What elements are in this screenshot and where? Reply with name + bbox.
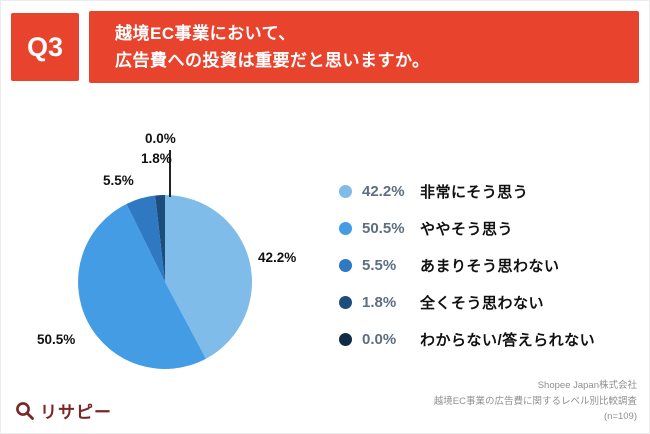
pie-slice-1 (78, 203, 206, 369)
legend-dot-icon (339, 296, 352, 309)
pie-slice-0 (165, 195, 252, 359)
source-attribution: Shopee Japan株式会社 越境EC事業の広告費に関するレベル別比較調査 … (434, 378, 637, 425)
legend-item-strongly-agree: 42.2% 非常にそう思う (339, 183, 595, 201)
pie-chart (78, 195, 252, 369)
pie-label-5-5-percent: 5.5% (103, 173, 134, 188)
legend-dot-icon (339, 185, 352, 198)
legend-percent: 42.2% (362, 183, 405, 200)
question-number-badge: Q3 (11, 13, 79, 81)
magnifier-icon (16, 401, 34, 420)
pie-slice-2 (126, 195, 165, 282)
legend-percent: 50.5% (362, 220, 405, 237)
question-title-box: 越境EC事業において、 広告費への投資は重要だと思いますか。 (89, 11, 639, 83)
source-line-sample-size: (n=109) (603, 411, 637, 423)
question-title-line2: 広告費への投資は重要だと思いますか。 (115, 51, 430, 70)
legend-item-somewhat-disagree: 5.5% あまりそう思わない (339, 257, 595, 275)
legend-label: わからない/答えられない (420, 332, 596, 349)
pie-label-0-percent: 0.0% (145, 131, 176, 146)
legend-dot-icon (339, 259, 352, 272)
pie-label-42-2-percent: 42.2% (258, 250, 297, 265)
source-line-survey: 越境EC事業の広告費に関するレベル別比較調査 (433, 395, 637, 407)
legend-label: あまりそう思わない (420, 258, 560, 275)
legend-item-dont-know: 0.0% わからない/答えられない (339, 331, 596, 349)
question-title-line1: 越境EC事業において、 (115, 23, 296, 43)
legend-label: 全くそう思わない (420, 295, 545, 312)
legend-item-somewhat-agree: 50.5% ややそう思う (339, 220, 595, 238)
legend-dot-icon (339, 222, 352, 235)
pie-label-1-8-percent: 1.8% (141, 151, 172, 166)
risapi-logo: リサピー (15, 398, 112, 423)
source-line-company: Shopee Japan株式会社 (537, 379, 637, 391)
legend-dot-icon (339, 333, 352, 346)
pie-slice-3 (155, 195, 165, 282)
legend-percent: 0.0% (362, 331, 397, 348)
legend-label: 非常にそう思う (420, 184, 529, 201)
legend-percent: 5.5% (362, 257, 397, 274)
legend-percent: 1.8% (362, 294, 397, 311)
legend-label: ややそう思う (420, 221, 514, 238)
legend-item-strongly-disagree: 1.8% 全くそう思わない (339, 294, 595, 312)
legend: 42.2% 非常にそう思う 50.5% ややそう思う 5.5% あまりそう思わな… (339, 183, 596, 349)
header: Q3 越境EC事業において、 広告費への投資は重要だと思いますか。 (11, 11, 639, 83)
callout-leader-line (169, 150, 171, 197)
pie-label-50-5-percent: 50.5% (37, 332, 76, 347)
logo-text: リサピー (40, 403, 112, 422)
